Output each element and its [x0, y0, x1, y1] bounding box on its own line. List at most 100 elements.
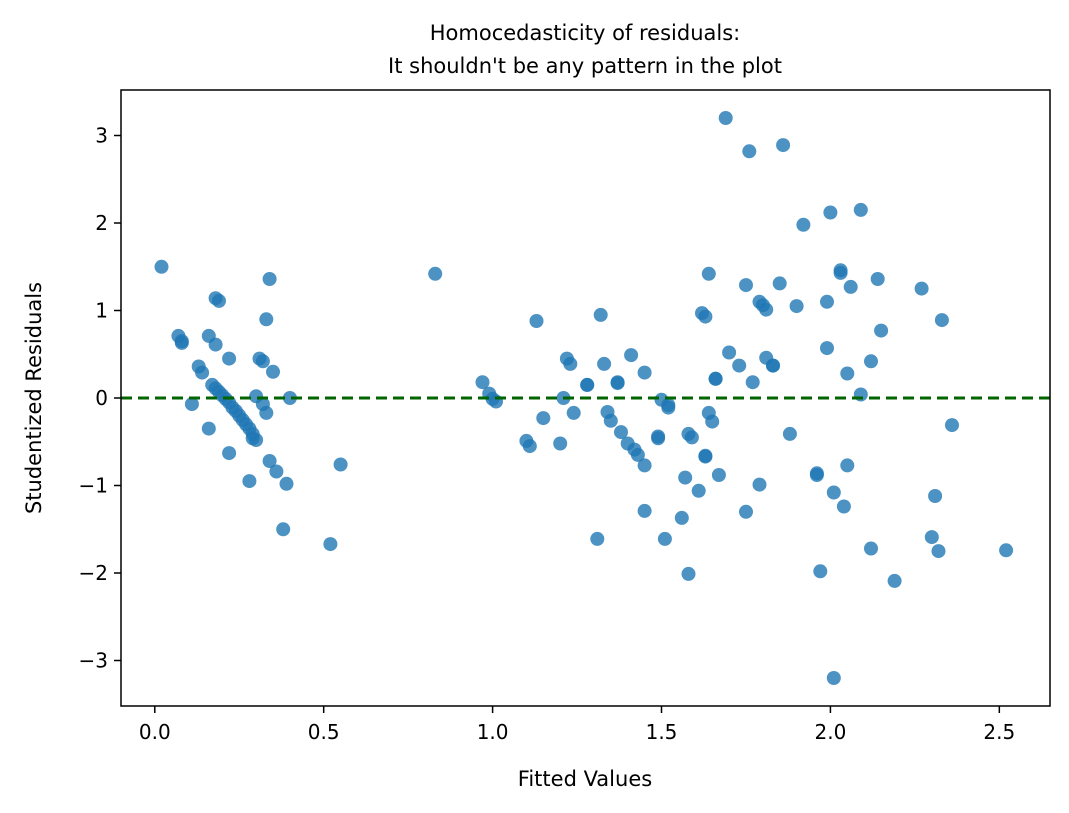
x-axis-ticks: 0.0 0.5 1.0 1.5 2.0 2.5 — [139, 706, 1015, 744]
data-point — [820, 341, 834, 356]
data-point — [928, 489, 943, 503]
x-tick-label: 1.5 — [646, 720, 678, 744]
data-point — [752, 477, 767, 492]
data-point — [651, 431, 666, 446]
y-axis-label: Studentized Residuals — [22, 282, 46, 514]
data-point — [580, 377, 595, 392]
data-point — [853, 202, 868, 217]
data-point — [603, 413, 618, 428]
data-point — [745, 375, 760, 390]
data-point — [772, 276, 787, 291]
y-tick-label: −3 — [79, 649, 108, 673]
data-point — [174, 335, 189, 350]
data-point — [154, 259, 169, 274]
data-point — [789, 299, 804, 314]
data-point — [266, 364, 280, 379]
data-point — [262, 454, 277, 468]
data-point — [870, 272, 885, 286]
data-point — [681, 566, 696, 581]
data-point — [766, 358, 780, 373]
y-tick-label: −2 — [79, 561, 108, 585]
data-point — [864, 354, 878, 369]
data-point — [624, 348, 639, 363]
data-point — [732, 358, 747, 373]
data-point — [924, 530, 939, 545]
data-point — [333, 457, 348, 472]
data-point — [259, 312, 274, 327]
chart-subtitle: It shouldn't be any pattern in the plot — [388, 54, 782, 78]
data-point — [276, 522, 291, 537]
data-point — [782, 426, 797, 441]
data-point — [259, 405, 274, 420]
data-point — [823, 205, 838, 220]
data-point — [931, 544, 946, 559]
data-point — [255, 354, 270, 369]
data-point — [529, 314, 544, 328]
data-point — [661, 400, 676, 415]
data-point — [840, 458, 855, 473]
data-point — [914, 281, 929, 296]
data-point — [874, 323, 889, 338]
data-point — [945, 418, 959, 433]
data-point — [691, 483, 706, 498]
y-tick-label: −1 — [79, 474, 108, 498]
x-tick-label: 2.0 — [815, 720, 847, 744]
data-point — [759, 302, 774, 317]
data-point — [698, 449, 713, 464]
data-point — [840, 366, 855, 381]
data-point — [722, 345, 737, 360]
data-point — [934, 313, 949, 328]
data-point — [999, 543, 1014, 558]
y-tick-label: 2 — [95, 211, 108, 235]
data-point — [705, 414, 720, 429]
data-point — [742, 144, 757, 159]
data-point — [475, 375, 490, 390]
data-point — [776, 138, 791, 153]
x-tick-label: 2.5 — [983, 720, 1015, 744]
data-point — [637, 365, 652, 380]
data-point — [718, 111, 733, 125]
data-point — [739, 504, 753, 519]
data-point — [637, 458, 652, 473]
data-point — [711, 468, 726, 482]
x-tick-label: 1.0 — [477, 720, 509, 744]
data-point — [826, 671, 841, 685]
chart-title: Homocedasticity of residuals: — [430, 21, 740, 45]
x-tick-label: 0.5 — [308, 720, 340, 744]
data-point — [701, 266, 716, 281]
data-point — [201, 421, 216, 436]
data-point — [593, 307, 608, 322]
data-point — [698, 309, 713, 324]
data-point — [708, 371, 723, 386]
data-point — [195, 365, 210, 380]
data-point — [678, 470, 693, 485]
data-point — [843, 279, 858, 294]
data-point — [739, 278, 753, 293]
data-point — [820, 294, 834, 309]
data-point — [212, 293, 226, 308]
data-point — [208, 337, 223, 352]
data-point — [269, 464, 284, 479]
y-tick-label: 3 — [95, 124, 108, 148]
data-point — [323, 537, 338, 552]
data-point — [282, 391, 297, 405]
data-point — [657, 531, 672, 546]
data-point — [222, 351, 237, 366]
data-point — [610, 376, 625, 391]
data-point — [553, 436, 568, 451]
data-point — [522, 439, 537, 454]
data-point — [809, 468, 824, 482]
data-point — [536, 411, 551, 426]
data-point — [796, 217, 811, 232]
data-point — [222, 446, 237, 461]
data-point — [249, 433, 264, 447]
x-tick-label: 0.0 — [139, 720, 171, 744]
data-point — [614, 425, 628, 440]
data-point — [262, 272, 277, 286]
data-point — [813, 564, 828, 579]
data-point — [826, 485, 841, 500]
points-layer — [154, 111, 1014, 685]
data-point — [864, 541, 878, 556]
y-axis-ticks: −3 −2 −1 0 1 2 3 — [79, 124, 121, 673]
